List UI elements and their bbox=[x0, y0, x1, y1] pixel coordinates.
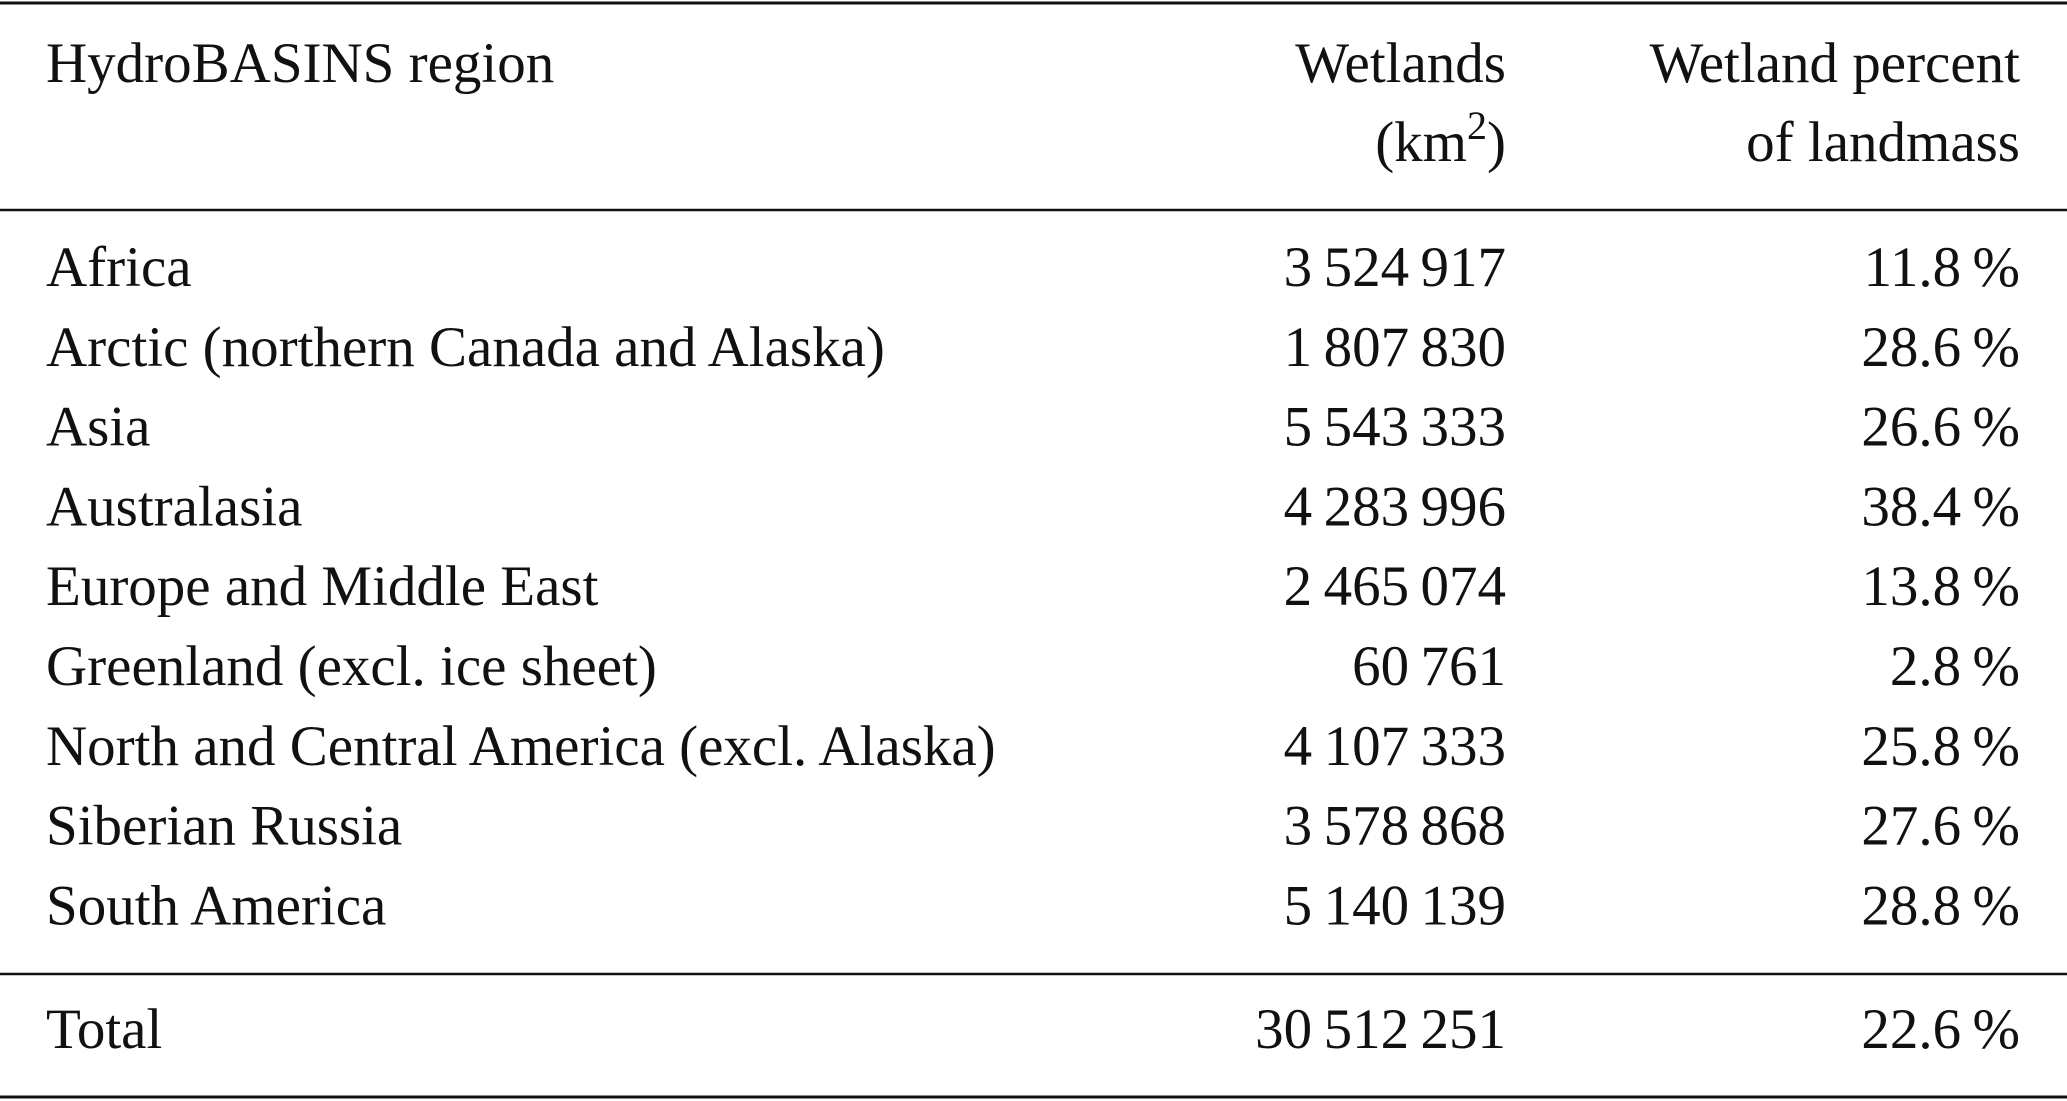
value-cell: 4 107 333 bbox=[1284, 715, 1506, 778]
header-cell: of landmass bbox=[1746, 111, 2020, 174]
value-cell: 28.8 % bbox=[1861, 874, 2020, 937]
unit-sup: 2 bbox=[1467, 103, 1487, 148]
total-cell: Total bbox=[46, 998, 162, 1061]
value-cell: 3 524 917 bbox=[1284, 236, 1506, 299]
region-cell: Greenland (excl. ice sheet) bbox=[46, 635, 657, 698]
value-cell: 28.6 % bbox=[1861, 316, 2020, 379]
region-cell: Europe and Middle East bbox=[46, 555, 599, 618]
value-cell: 5 543 333 bbox=[1284, 396, 1506, 459]
value-cell: 26.6 % bbox=[1861, 396, 2020, 459]
value-cell: 25.8 % bbox=[1861, 715, 2020, 778]
unit-open: (km bbox=[1375, 111, 1467, 174]
value-cell: 3 578 868 bbox=[1284, 795, 1506, 858]
value-cell: 27.6 % bbox=[1861, 795, 2020, 858]
total-cell: 30 512 251 bbox=[1255, 998, 1506, 1061]
value-cell: 38.4 % bbox=[1861, 475, 2020, 538]
region-cell: South America bbox=[46, 874, 386, 937]
region-cell: Siberian Russia bbox=[46, 795, 402, 858]
region-cell: North and Central America (excl. Alaska) bbox=[46, 715, 996, 778]
value-cell: 13.8 % bbox=[1861, 555, 2020, 618]
value-cell: 4 283 996 bbox=[1284, 475, 1506, 538]
value-cell: 60 761 bbox=[1352, 635, 1506, 698]
value-cell: 2.8 % bbox=[1890, 635, 2020, 698]
header-unit: (km2) bbox=[1375, 103, 1506, 174]
header-cell: Wetland percent bbox=[1650, 32, 2021, 95]
region-cell: Africa bbox=[46, 236, 192, 299]
unit-close: ) bbox=[1487, 111, 1506, 174]
total-cell: 22.6 % bbox=[1861, 998, 2020, 1061]
value-cell: 5 140 139 bbox=[1284, 874, 1506, 937]
header-cell: Wetlands bbox=[1295, 32, 1506, 95]
region-cell: Arctic (northern Canada and Alaska) bbox=[46, 316, 885, 379]
region-cell: Australasia bbox=[46, 475, 302, 538]
region-cell: Asia bbox=[46, 396, 150, 459]
value-cell: 11.8 % bbox=[1863, 236, 2020, 299]
value-cell: 1 807 830 bbox=[1284, 316, 1506, 379]
value-cell: 2 465 074 bbox=[1284, 555, 1506, 618]
header-cell: HydroBASINS region bbox=[46, 32, 554, 95]
